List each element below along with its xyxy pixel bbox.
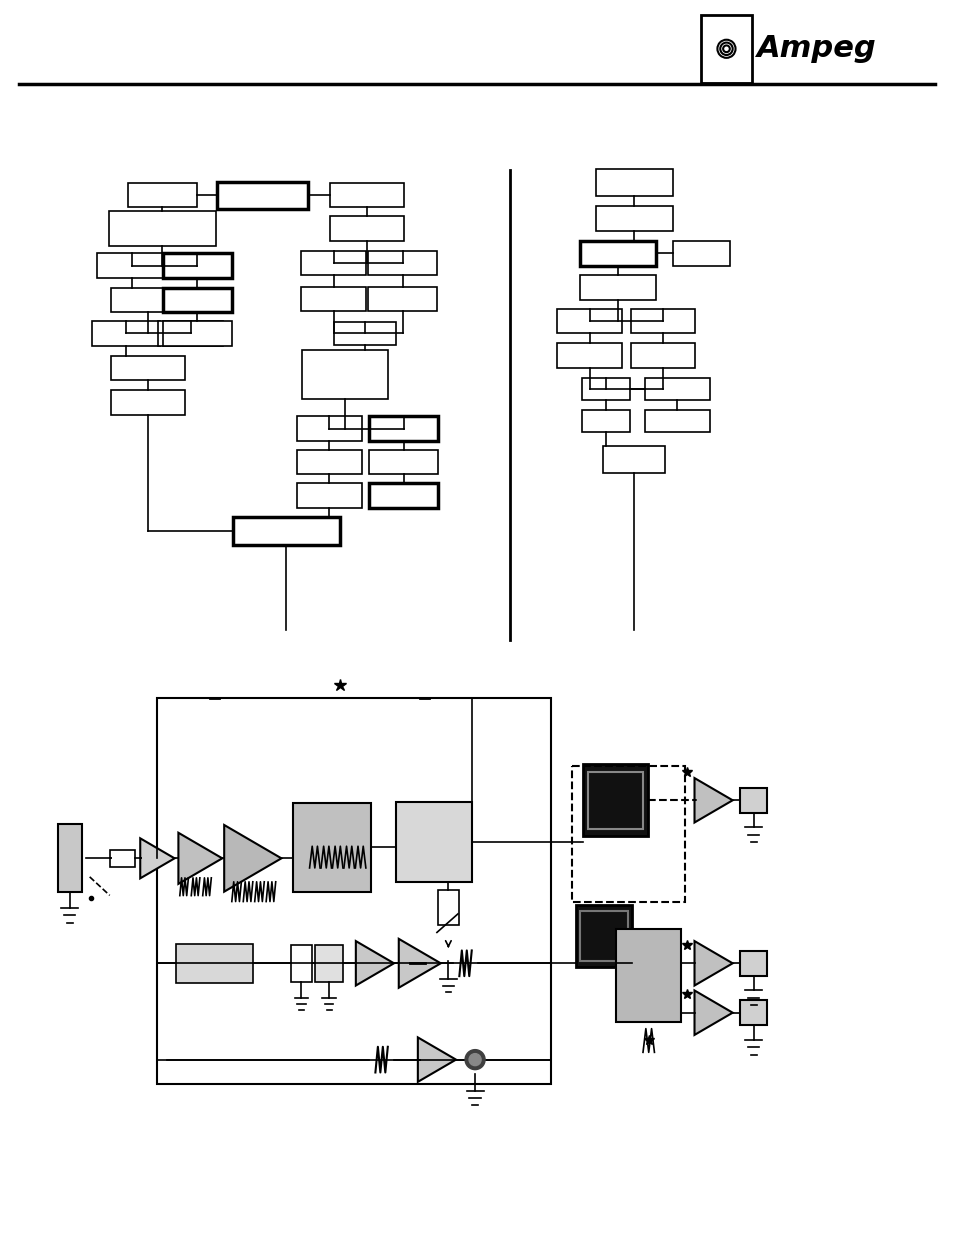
Bar — [395, 803, 472, 882]
Bar — [437, 890, 458, 925]
Polygon shape — [694, 778, 732, 823]
Bar — [330, 183, 404, 207]
Bar — [596, 206, 672, 231]
Polygon shape — [355, 941, 394, 986]
Bar — [291, 945, 312, 982]
Polygon shape — [140, 839, 174, 878]
Bar — [644, 378, 709, 400]
Bar — [368, 287, 436, 311]
Polygon shape — [178, 832, 222, 884]
Polygon shape — [694, 941, 732, 986]
Bar — [330, 216, 404, 241]
Bar — [302, 350, 388, 399]
Bar — [740, 788, 766, 813]
Bar — [176, 944, 253, 983]
Bar — [369, 483, 437, 508]
Bar — [596, 169, 672, 196]
Bar — [557, 343, 621, 368]
Bar — [616, 930, 680, 1023]
Bar — [111, 390, 185, 415]
Bar — [630, 343, 695, 368]
Bar — [587, 772, 642, 829]
Bar — [97, 253, 166, 278]
Bar — [91, 321, 160, 346]
Bar — [576, 905, 631, 967]
Bar — [301, 287, 366, 311]
Polygon shape — [694, 990, 732, 1035]
Bar — [700, 15, 751, 83]
Polygon shape — [398, 939, 440, 988]
Circle shape — [469, 1053, 480, 1066]
Bar — [557, 309, 621, 333]
Bar — [58, 825, 82, 892]
Bar — [368, 251, 436, 275]
Bar — [630, 309, 695, 333]
Bar — [579, 911, 627, 961]
Bar — [369, 450, 437, 474]
Bar — [581, 378, 629, 400]
Bar — [128, 183, 196, 207]
Bar — [301, 251, 366, 275]
Polygon shape — [417, 1037, 456, 1082]
Bar — [110, 850, 134, 867]
Bar — [582, 764, 647, 836]
Bar — [296, 450, 361, 474]
Bar — [579, 241, 656, 266]
Bar — [109, 211, 215, 246]
Bar — [157, 698, 551, 1084]
Bar — [314, 945, 343, 982]
Bar — [581, 410, 629, 432]
Bar — [163, 321, 232, 346]
Bar — [111, 288, 185, 312]
Bar — [740, 951, 766, 976]
Circle shape — [465, 1050, 484, 1070]
Text: Ampeg: Ampeg — [756, 35, 876, 63]
Bar — [233, 517, 339, 545]
Bar — [296, 416, 361, 441]
Bar — [644, 410, 709, 432]
Bar — [672, 241, 729, 266]
Bar — [296, 483, 361, 508]
Bar — [293, 803, 371, 892]
Bar — [579, 275, 656, 300]
Bar — [602, 446, 665, 473]
Bar — [572, 766, 684, 902]
Bar — [163, 288, 232, 312]
Polygon shape — [224, 825, 281, 892]
Bar — [334, 322, 396, 345]
Bar — [163, 253, 232, 278]
Bar — [369, 416, 437, 441]
Bar — [740, 1000, 766, 1025]
Bar — [217, 182, 307, 209]
Bar — [158, 321, 223, 346]
Bar — [111, 356, 185, 380]
